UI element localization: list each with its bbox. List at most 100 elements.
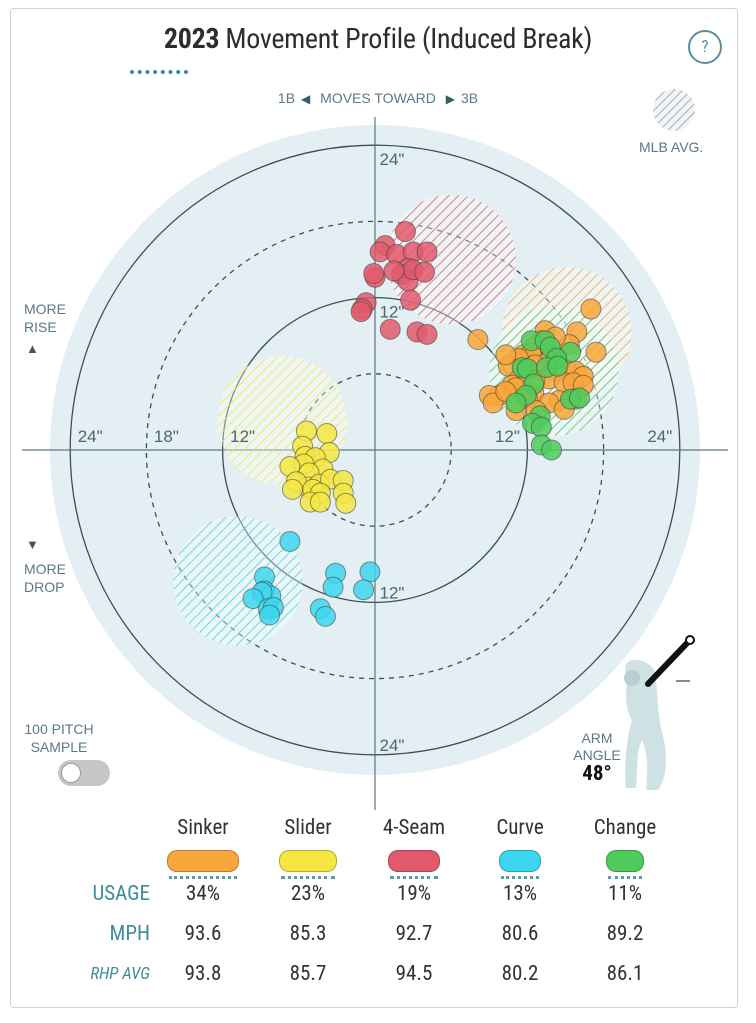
tick-x-left-24: 24" (78, 427, 103, 446)
series-4-seam (350, 221, 438, 345)
pitch-dots-3 (501, 876, 539, 879)
sample-toggle[interactable] (58, 760, 110, 786)
point-4-seam-20[interactable] (416, 323, 438, 345)
point-curve-9[interactable] (242, 588, 264, 610)
pitch-color-pill-0 (167, 850, 239, 872)
point-curve-13[interactable] (314, 605, 336, 627)
point-change-12[interactable] (568, 387, 590, 409)
point-change-13[interactable] (505, 392, 527, 414)
rhp-avg-cell-0: 93.8 (184, 962, 222, 986)
point-slider-1[interactable] (316, 422, 338, 444)
tick-x-left-18: 18" (154, 427, 179, 446)
pitch-dots-1 (281, 876, 335, 879)
point-curve-14[interactable] (259, 604, 281, 626)
help-icon[interactable]: ? (688, 30, 722, 64)
mph-cell-3: 80.6 (501, 922, 539, 946)
series-curve (242, 530, 381, 627)
page-title: 2023 Movement Profile (Induced Break) (0, 22, 756, 55)
tick-x-right-24: 24" (647, 427, 672, 446)
arrow-up-icon: ▲ (26, 341, 39, 356)
point-4-seam-18[interactable] (379, 318, 401, 340)
pitch-dots-0 (169, 876, 237, 879)
rhp-avg-cell-2: 94.5 (395, 962, 433, 986)
usage-row-label: USAGE (92, 882, 150, 906)
title-year: 2023 (163, 22, 220, 55)
pitch-name-1: Slider (284, 816, 332, 840)
point-slider-13[interactable] (281, 478, 303, 500)
arrow-left-icon: ◀ (301, 92, 311, 106)
rhp-avg-cell-3: 80.2 (501, 962, 539, 986)
tick-y-up-12: 12" (380, 303, 405, 322)
title-text: Movement Profile (Induced Break) (225, 22, 593, 55)
point-4-seam-10[interactable] (414, 261, 436, 283)
point-sinker-19[interactable] (495, 344, 517, 366)
arm-angle-line2: ANGLE (573, 747, 621, 763)
point-4-seam-14[interactable] (400, 289, 422, 311)
point-change-18[interactable] (541, 439, 563, 461)
mph-cell-4: 89.2 (606, 922, 644, 946)
pitch-name-4: Change (593, 816, 657, 840)
mlb-avg-legend-icon (653, 89, 695, 131)
mlb-avg-4-seam (386, 194, 516, 325)
mph-row-label: MPH (109, 922, 150, 946)
pitch-color-pill-2 (388, 850, 440, 872)
mph-cell-1: 85.3 (289, 922, 327, 946)
point-curve-1[interactable] (359, 561, 381, 583)
more-drop-line1: MORE (24, 561, 66, 577)
sample-line1: 100 PITCH (24, 721, 94, 737)
rhp-avg-cell-1: 85.7 (289, 962, 327, 986)
point-4-seam-11[interactable] (383, 260, 405, 282)
direction-left: 1B (277, 90, 296, 106)
point-sinker-0[interactable] (580, 298, 602, 320)
tick-y-down-12: 12" (380, 583, 405, 602)
point-curve-4[interactable] (322, 576, 344, 598)
title-year-underline (130, 70, 188, 74)
point-4-seam-0[interactable] (394, 221, 416, 243)
point-4-seam-17[interactable] (350, 301, 372, 323)
toggle-knob[interactable] (61, 763, 81, 783)
usage-cell-4: 11% (607, 882, 643, 906)
rhp-avg-row-label: RHP AVG (90, 964, 150, 984)
pitch-dots-2 (390, 876, 438, 879)
point-sinker-20[interactable] (467, 329, 489, 351)
tick-x-left-12: 12" (230, 427, 255, 446)
rhp-avg-cell-4: 86.1 (606, 962, 644, 986)
more-rise-line2: RISE (24, 319, 57, 335)
usage-cell-3: 13% (502, 882, 538, 906)
tick-y-up-24: 24" (380, 150, 405, 169)
point-slider-21[interactable] (335, 492, 357, 514)
tick-y-down-24: 24" (380, 736, 405, 755)
point-curve-5[interactable] (353, 579, 375, 601)
pitch-name-3: Curve (496, 816, 544, 840)
pitch-name-2: 4-Seam (382, 816, 446, 840)
point-slider-20[interactable] (309, 491, 331, 513)
pitch-dots-4 (608, 876, 642, 879)
direction-label: 1B ◀ MOVES TOWARD ▶ 3B (0, 90, 756, 106)
pitcher-silhouette-icon (624, 635, 695, 790)
more-rise-label: MORE RISE ▲ (24, 300, 66, 358)
point-curve-0[interactable] (279, 530, 301, 552)
point-change-8[interactable] (547, 355, 569, 377)
sample-line2: SAMPLE (30, 739, 88, 755)
arm-angle: ARM ANGLE 48° (570, 730, 624, 785)
arrow-down-icon: ▼ (26, 537, 39, 552)
point-change-16[interactable] (530, 416, 552, 438)
pitch-color-pill-3 (499, 850, 541, 872)
more-drop-line2: DROP (24, 579, 65, 595)
tick-x-right-12: 12" (495, 427, 520, 446)
direction-right: 3B (460, 90, 479, 106)
arm-angle-line1: ARM (581, 730, 613, 746)
pitch-name-0: Sinker (177, 816, 229, 840)
more-rise-line1: MORE (24, 301, 66, 317)
point-4-seam-13[interactable] (363, 262, 385, 284)
pitch-color-pill-1 (279, 850, 337, 872)
series-slider (279, 420, 357, 514)
sample-label: 100 PITCH SAMPLE (24, 720, 94, 756)
mph-cell-0: 93.6 (184, 922, 222, 946)
point-sinker-5[interactable] (585, 341, 607, 363)
usage-cell-0: 34% (185, 882, 221, 906)
more-drop-label: ▼ MORE DROP (24, 536, 66, 596)
point-4-seam-5[interactable] (416, 241, 438, 263)
usage-cell-2: 19% (396, 882, 432, 906)
